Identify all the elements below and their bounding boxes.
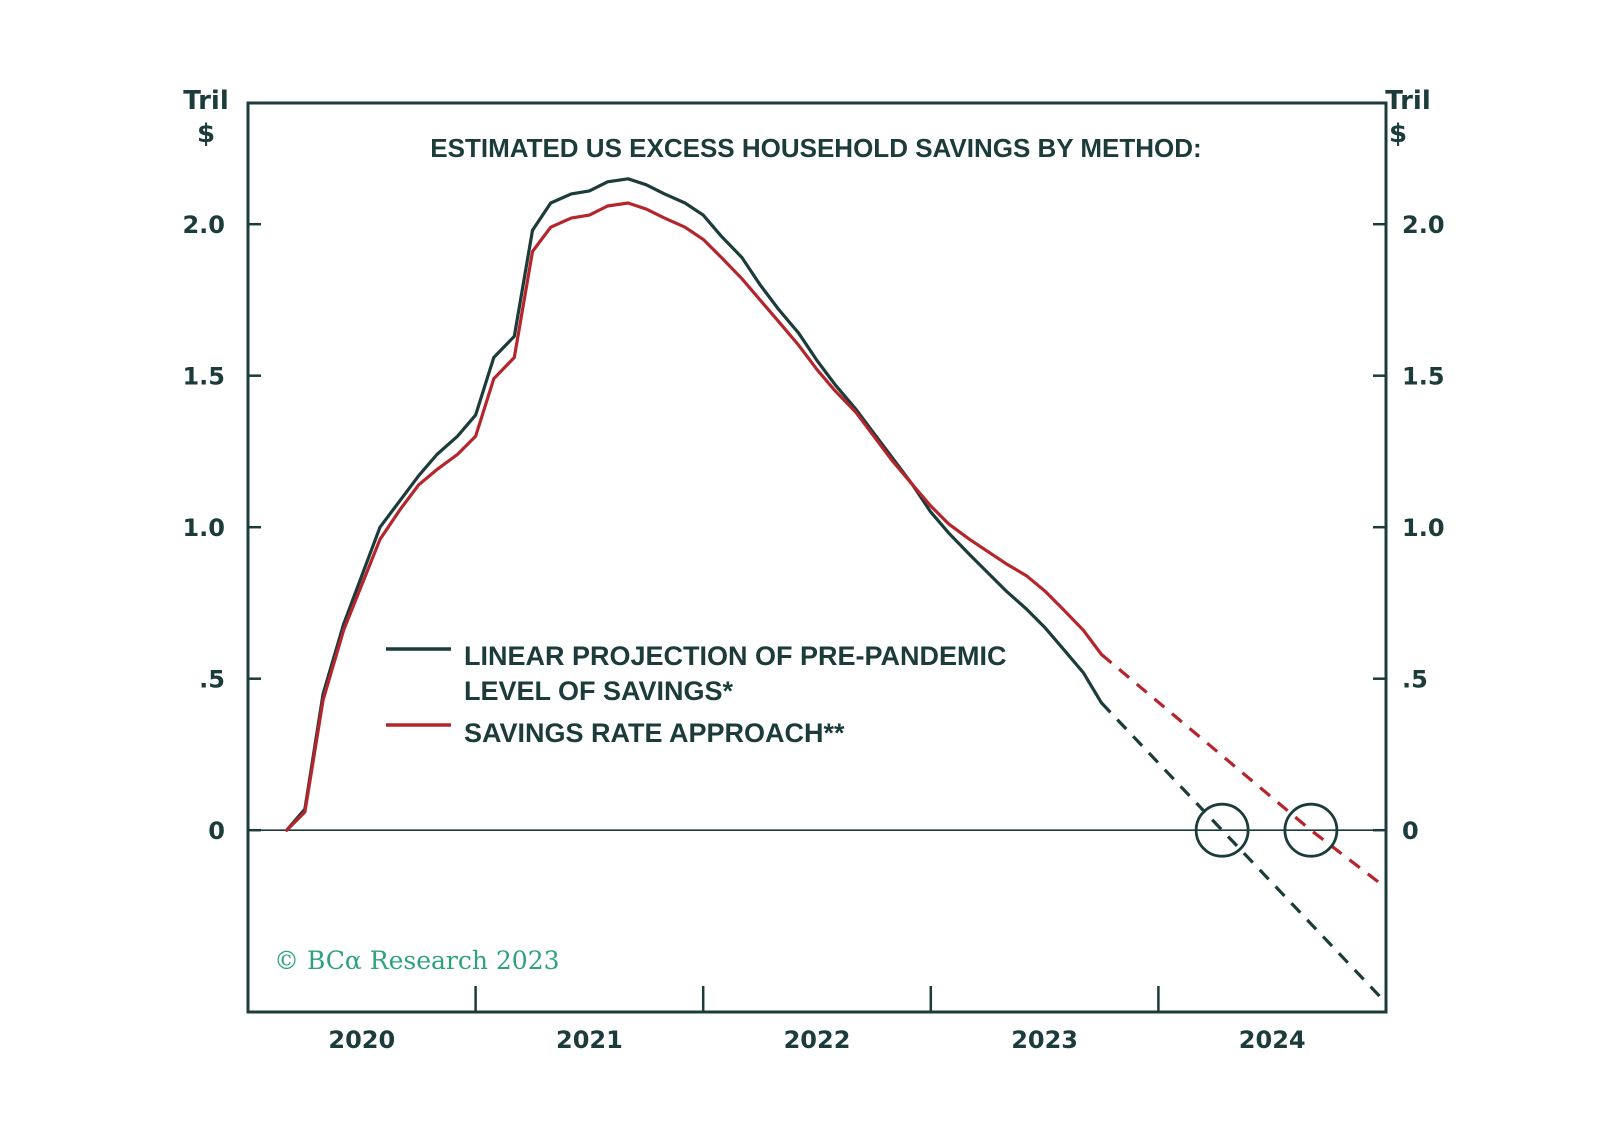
legend-label-linear-line-1: LINEAR PROJECTION OF PRE-PANDEMIC <box>464 641 1007 671</box>
x-label-0: 2020 <box>328 1026 395 1054</box>
y-tick-label-left-3: .5 <box>199 666 225 694</box>
y-tick-label-right-1: 1.5 <box>1402 363 1445 391</box>
axes-group: 2.0 2.0 1.5 1.5 1.0 1.0 .5 .5 0 0 2020 2021 2022 2023… <box>182 101 1445 1054</box>
y-tick-label-left-0: 2.0 <box>182 211 225 239</box>
series-line-linear <box>285 177 1104 832</box>
right-axis-unit-line-1: Tril <box>1385 86 1431 116</box>
x-label-4: 2024 <box>1239 1026 1306 1054</box>
series-group <box>285 177 1388 1005</box>
right-axis-unit-line-2: $ <box>1389 119 1407 149</box>
x-label-1: 2021 <box>556 1026 623 1054</box>
y-tick-label-right-0: 2.0 <box>1402 211 1445 239</box>
left-axis-unit-line-1: Tril <box>183 86 229 116</box>
crossing-circles-group <box>1194 802 1339 858</box>
x-label-2: 2022 <box>784 1026 851 1054</box>
left-axis-unit-label: Tril $ <box>183 86 229 149</box>
y-tick-label-right-4: 0 <box>1402 817 1419 845</box>
right-axis-unit-label: Tril $ <box>1385 86 1431 149</box>
series-projection-savings_rate <box>1100 653 1387 890</box>
y-tick-label-left-1: 1.5 <box>182 363 225 391</box>
crossing-circle-1 <box>1283 802 1339 858</box>
y-tick-label-left-2: 1.0 <box>182 514 225 542</box>
y-tick-label-right-2: 1.0 <box>1402 514 1445 542</box>
y-tick-label-left-4: 0 <box>208 817 225 845</box>
series-line-savings_rate <box>285 201 1104 832</box>
legend-label-linear-line-2: LEVEL OF SAVINGS* <box>464 676 734 706</box>
source-credit: © BCα Research 2023 <box>274 946 560 975</box>
chart-title: ESTIMATED US EXCESS HOUSEHOLD SAVINGS BY… <box>430 133 1201 163</box>
x-label-3: 2023 <box>1011 1026 1078 1054</box>
plot-frame <box>246 101 1388 1014</box>
series-projection-linear <box>1100 701 1388 1005</box>
y-tick-label-right-3: .5 <box>1402 666 1428 694</box>
crossing-circle-0 <box>1194 802 1250 858</box>
legend: LINEAR PROJECTION OF PRE-PANDEMIC LEVEL … <box>386 641 1007 748</box>
legend-label-savings-rate: SAVINGS RATE APPROACH** <box>464 718 845 748</box>
left-axis-unit-line-2: $ <box>197 119 215 149</box>
chart-title-group: ESTIMATED US EXCESS HOUSEHOLD SAVINGS BY… <box>430 133 1201 163</box>
